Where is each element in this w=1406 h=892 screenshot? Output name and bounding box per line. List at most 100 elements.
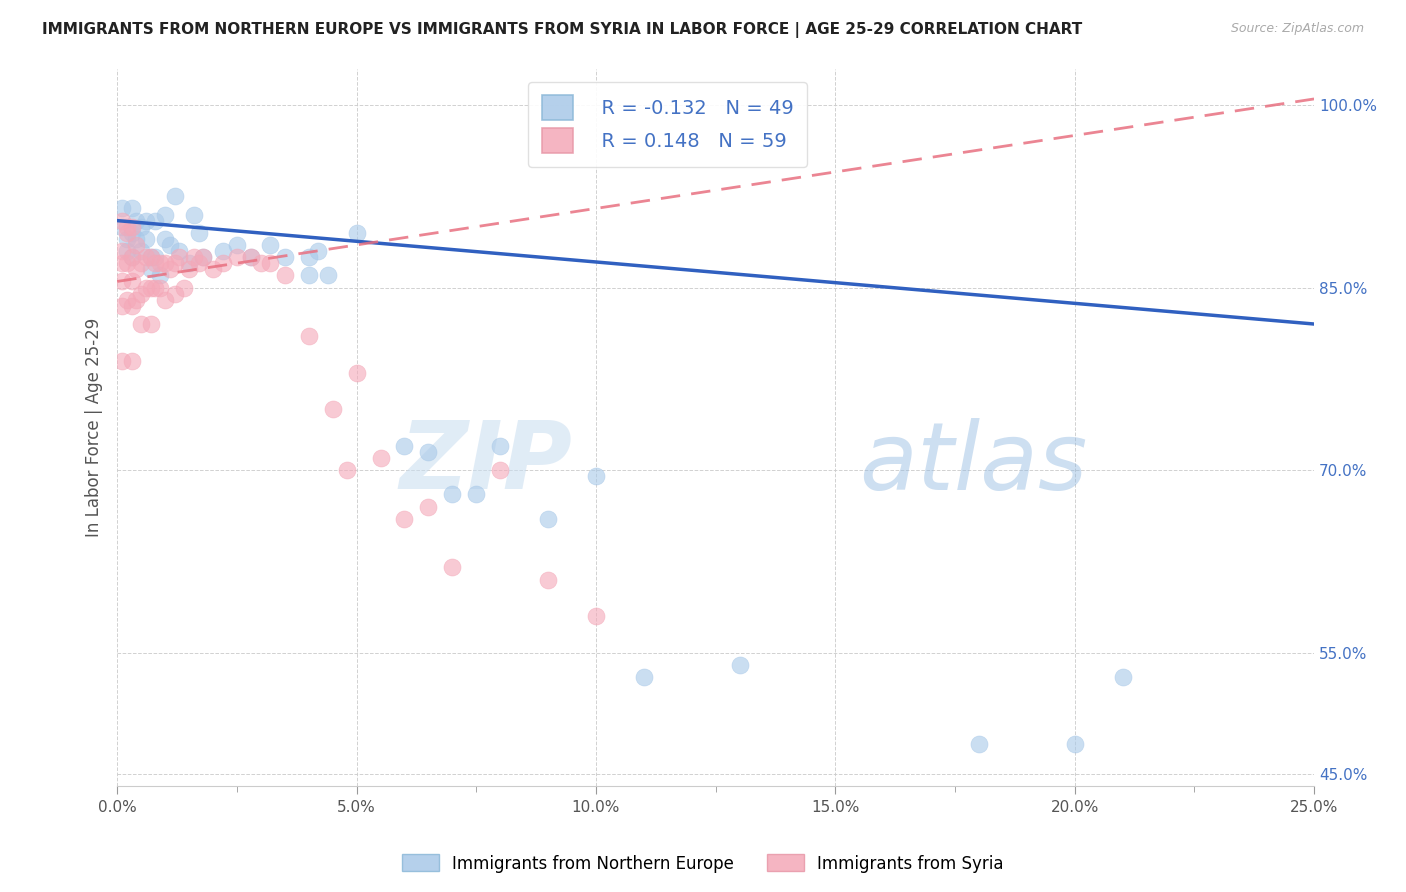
Point — [1111, 670, 1133, 684]
Point — [111, 275, 134, 289]
Point — [250, 256, 273, 270]
Point — [322, 402, 344, 417]
Point — [183, 250, 205, 264]
Point — [135, 232, 157, 246]
Point — [125, 293, 148, 307]
Point — [489, 439, 512, 453]
Point — [187, 226, 209, 240]
Point — [115, 219, 138, 234]
Point — [370, 450, 392, 465]
Point — [121, 226, 143, 240]
Point — [153, 256, 176, 270]
Point — [418, 500, 440, 514]
Point — [145, 256, 167, 270]
Point — [225, 250, 247, 264]
Point — [115, 293, 138, 307]
Point — [728, 657, 751, 672]
Point — [394, 439, 416, 453]
Point — [585, 469, 607, 483]
Point — [537, 573, 560, 587]
Point — [111, 353, 134, 368]
Point — [177, 256, 200, 270]
Point — [187, 256, 209, 270]
Point — [169, 244, 191, 258]
Point — [139, 262, 162, 277]
Point — [129, 256, 152, 270]
Point — [441, 560, 464, 574]
Point — [139, 250, 162, 264]
Point — [169, 250, 191, 264]
Point — [129, 219, 152, 234]
Point — [259, 238, 281, 252]
Point — [274, 268, 297, 283]
Point — [129, 244, 152, 258]
Point — [145, 250, 167, 264]
Point — [121, 219, 143, 234]
Point — [139, 280, 162, 294]
Point — [316, 268, 339, 283]
Point — [298, 250, 321, 264]
Point — [307, 244, 329, 258]
Point — [177, 262, 200, 277]
Point — [149, 268, 172, 283]
Point — [145, 280, 167, 294]
Point — [153, 232, 176, 246]
Point — [125, 238, 148, 252]
Point — [153, 207, 176, 221]
Point — [111, 244, 134, 258]
Point — [465, 487, 488, 501]
Legend: Immigrants from Northern Europe, Immigrants from Syria: Immigrants from Northern Europe, Immigra… — [395, 847, 1011, 880]
Point — [149, 280, 172, 294]
Point — [139, 250, 162, 264]
Point — [489, 463, 512, 477]
Point — [149, 256, 172, 270]
Point — [111, 219, 134, 234]
Point — [441, 487, 464, 501]
Point — [111, 202, 134, 216]
Point — [298, 268, 321, 283]
Point — [125, 232, 148, 246]
Point — [139, 317, 162, 331]
Point — [135, 280, 157, 294]
Point — [163, 256, 186, 270]
Point — [298, 329, 321, 343]
Point — [211, 256, 233, 270]
Point — [193, 250, 215, 264]
Point — [1063, 737, 1085, 751]
Point — [163, 286, 186, 301]
Point — [537, 511, 560, 525]
Point — [121, 299, 143, 313]
Point — [115, 256, 138, 270]
Legend:   R = -0.132   N = 49,   R = 0.148   N = 59: R = -0.132 N = 49, R = 0.148 N = 59 — [529, 82, 807, 167]
Point — [111, 213, 134, 227]
Point — [240, 250, 263, 264]
Point — [201, 262, 224, 277]
Point — [274, 250, 297, 264]
Point — [336, 463, 359, 477]
Y-axis label: In Labor Force | Age 25-29: In Labor Force | Age 25-29 — [86, 318, 103, 537]
Point — [259, 256, 281, 270]
Point — [633, 670, 655, 684]
Point — [135, 213, 157, 227]
Point — [159, 262, 181, 277]
Text: IMMIGRANTS FROM NORTHERN EUROPE VS IMMIGRANTS FROM SYRIA IN LABOR FORCE | AGE 25: IMMIGRANTS FROM NORTHERN EUROPE VS IMMIG… — [42, 22, 1083, 38]
Text: atlas: atlas — [859, 417, 1087, 508]
Point — [135, 250, 157, 264]
Point — [121, 250, 143, 264]
Point — [346, 366, 368, 380]
Point — [163, 189, 186, 203]
Point — [125, 213, 148, 227]
Point — [129, 286, 152, 301]
Point — [173, 280, 195, 294]
Point — [115, 244, 138, 258]
Point — [967, 737, 990, 751]
Point — [225, 238, 247, 252]
Point — [183, 207, 205, 221]
Point — [418, 444, 440, 458]
Point — [193, 250, 215, 264]
Point — [129, 317, 152, 331]
Point — [394, 511, 416, 525]
Text: ZIP: ZIP — [399, 417, 572, 509]
Point — [121, 202, 143, 216]
Point — [211, 244, 233, 258]
